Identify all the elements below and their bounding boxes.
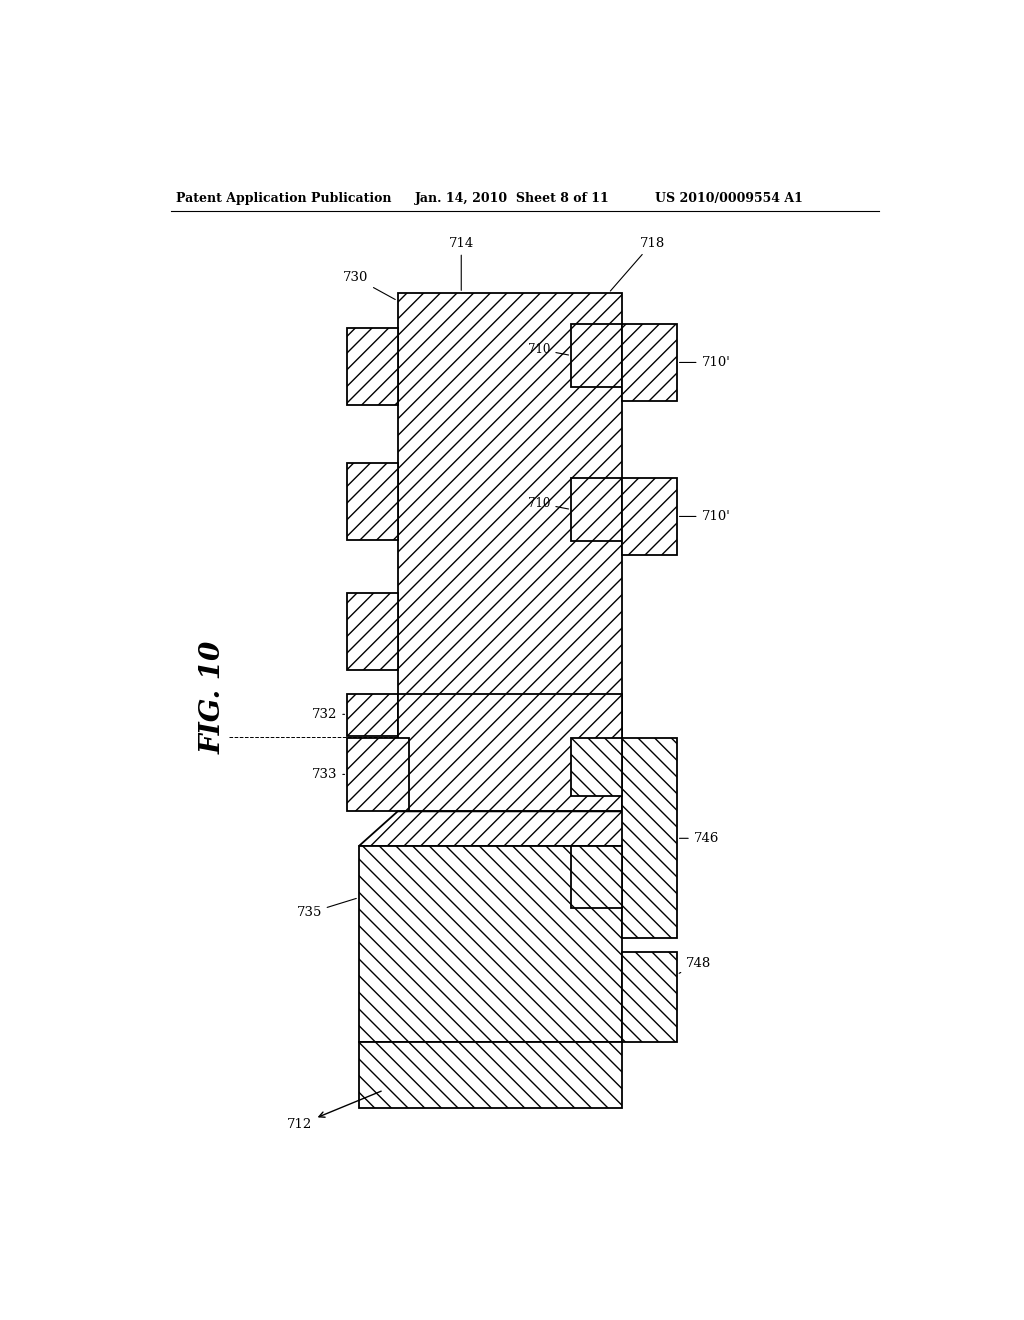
Bar (347, 327, 397, 405)
Text: 733: 733 (311, 768, 344, 781)
Bar (347, 693, 397, 737)
Text: 732: 732 (312, 708, 344, 721)
Bar (623, 323, 677, 401)
Bar (347, 594, 397, 671)
Bar (571, 323, 623, 387)
Text: Jan. 14, 2010  Sheet 8 of 11: Jan. 14, 2010 Sheet 8 of 11 (415, 191, 609, 205)
Bar (571, 738, 623, 796)
Text: 710: 710 (528, 343, 568, 356)
Bar (623, 478, 677, 554)
Bar (347, 738, 410, 812)
Text: 748: 748 (679, 957, 712, 973)
Text: 710: 710 (528, 496, 568, 510)
Text: US 2010/0009554 A1: US 2010/0009554 A1 (655, 191, 803, 205)
Bar (623, 952, 677, 1043)
Text: Patent Application Publication: Patent Application Publication (176, 191, 391, 205)
Text: 712: 712 (287, 1092, 381, 1131)
Text: 735: 735 (296, 899, 356, 920)
Text: 714: 714 (449, 236, 474, 290)
Text: 730: 730 (343, 271, 395, 300)
Bar (397, 693, 623, 812)
Text: 710': 710' (680, 510, 730, 523)
Bar (623, 738, 677, 939)
Bar (571, 846, 623, 908)
Bar (359, 1043, 623, 1107)
Bar (347, 462, 397, 540)
Text: FIG. 10: FIG. 10 (200, 640, 226, 754)
Bar (397, 293, 623, 737)
Text: 746: 746 (680, 832, 719, 845)
Text: 710': 710' (680, 356, 730, 370)
Polygon shape (359, 812, 662, 846)
Bar (571, 478, 623, 541)
Bar (359, 846, 623, 1043)
Text: 718: 718 (610, 236, 665, 290)
